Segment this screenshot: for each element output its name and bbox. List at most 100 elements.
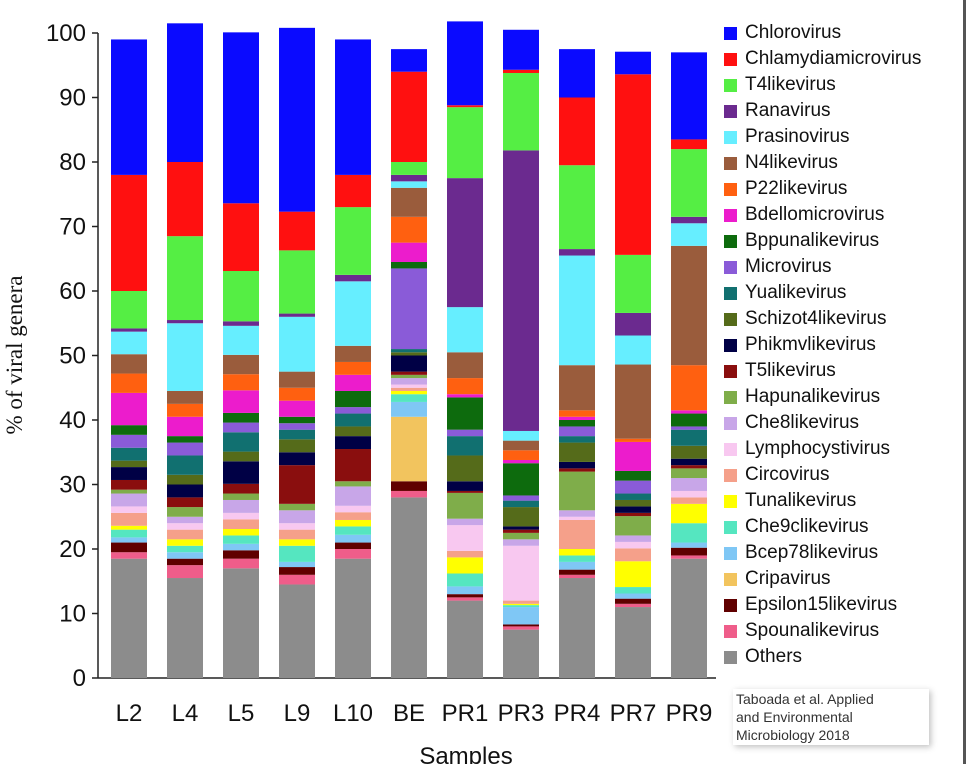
legend-swatch	[724, 520, 737, 534]
legend-swatch	[724, 156, 737, 170]
bar-segment-epsilon15likevirus	[111, 542, 147, 553]
bar-segment-bdellomicrovirus	[503, 459, 539, 464]
bar-segment-t5likevirus	[223, 483, 259, 494]
citation-line-1: Taboada et al. Applied	[736, 691, 874, 707]
legend-swatch	[724, 624, 737, 638]
legend: Chlorovirus Chlamydiamicrovirus T4likeviru…	[724, 20, 921, 670]
bar-segment-bdellomicrovirus	[335, 374, 371, 391]
bar-segment-t4likevirus	[335, 207, 371, 275]
bar-segment-spounalikevirus	[111, 552, 147, 559]
bar-segment-others	[391, 497, 427, 678]
bar-segment-schizot4likevirus	[559, 442, 595, 462]
bar-segment-chlamydiamicrovirus	[167, 162, 203, 237]
bar-segment-che9clikevirus	[615, 587, 651, 594]
bar-segment-che8likevirus	[559, 510, 595, 517]
bar-segment-epsilon15likevirus	[503, 624, 539, 627]
legend-item: Epsilon15likevirus	[724, 592, 921, 618]
bar-segment-schizot4likevirus	[615, 499, 651, 507]
legend-item: Lymphocystivirus	[724, 436, 921, 462]
bar-segment-hapunalikevirus	[671, 468, 707, 479]
bar-segment-phikmvlikevirus	[335, 436, 371, 450]
bar-segment-lymphocystivirus	[671, 490, 707, 498]
citation-note: Taboada et al. Applied and Environmental…	[733, 689, 929, 745]
bar-segment-yualikevirus	[391, 349, 427, 353]
bar-segment-t5likevirus	[335, 449, 371, 482]
bar-segment-others	[671, 558, 707, 678]
bar-segment-che9clikevirus	[111, 529, 147, 538]
bar-segment-circovirus	[223, 519, 259, 530]
x-tick-label: L2	[116, 700, 143, 727]
legend-swatch	[724, 26, 737, 40]
bar-segment-lymphocystivirus	[615, 541, 651, 549]
y-tick-label: 0	[73, 665, 86, 692]
bar-segment-prasinovirus	[671, 223, 707, 246]
bar-segment-epsilon15likevirus	[391, 481, 427, 491]
bar-segment-n4likevirus	[447, 352, 483, 379]
bar-segment-t4likevirus	[559, 165, 595, 250]
bar-segment-phikmvlikevirus	[671, 458, 707, 466]
bar-segment-bppunalikevirus	[167, 436, 203, 443]
bar-segment-bppunalikevirus	[447, 397, 483, 430]
legend-swatch	[724, 260, 737, 274]
bar-segment-others	[615, 607, 651, 678]
window-edge	[963, 0, 966, 764]
bar-segment-epsilon15likevirus	[335, 542, 371, 549]
bar-segment-t5likevirus	[559, 468, 595, 472]
legend-swatch	[724, 442, 737, 456]
y-tick-label: 80	[59, 149, 86, 176]
bar-segment-others	[503, 629, 539, 678]
bar-segment-bcep78likevirus	[335, 534, 371, 543]
bar-segment-bppunalikevirus	[223, 412, 259, 423]
bar-segment-lymphocystivirus	[447, 525, 483, 551]
bar-segment-ranavirus	[391, 174, 427, 182]
bar-segment-bppunalikevirus	[111, 425, 147, 435]
legend-label: Yualikevirus	[745, 282, 847, 303]
bar-segment-phikmvlikevirus	[391, 355, 427, 372]
bar-segment-t4likevirus	[391, 162, 427, 175]
bar-segment-phikmvlikevirus	[223, 461, 259, 484]
bar-segment-cripavirus	[391, 416, 427, 482]
bar-segment-bdellomicrovirus	[167, 416, 203, 437]
y-tick-label: 50	[59, 343, 86, 370]
bar-segment-chlorovirus	[335, 39, 371, 175]
legend-label: Che9clikevirus	[745, 516, 869, 537]
bar-segment-tunalikevirus	[167, 539, 203, 546]
bar-segment-n4likevirus	[223, 354, 259, 375]
legend-label: Lymphocystivirus	[745, 438, 891, 459]
bar-segment-epsilon15likevirus	[223, 550, 259, 559]
y-tick-label: 100	[46, 20, 86, 47]
legend-item: T4likevirus	[724, 72, 921, 98]
bar-segment-prasinovirus	[111, 331, 147, 355]
bar-segment-chlorovirus	[111, 39, 147, 175]
bar-segment-t4likevirus	[615, 254, 651, 313]
legend-item: Chlamydiamicrovirus	[724, 46, 921, 72]
bar-segment-chlorovirus	[559, 49, 595, 98]
bar-segment-chlamydiamicrovirus	[447, 105, 483, 108]
bar-segment-chlamydiamicrovirus	[503, 69, 539, 73]
bar-segment-ranavirus	[503, 150, 539, 431]
bar-segment-prasinovirus	[391, 181, 427, 188]
bar-segment-others	[111, 558, 147, 678]
bar-segment-ranavirus	[167, 320, 203, 324]
bar-segment-bdellomicrovirus	[671, 410, 707, 414]
x-tick-label: L9	[284, 700, 311, 727]
bar-segment-chlamydiamicrovirus	[279, 211, 315, 251]
legend-label: Spounalikevirus	[745, 620, 880, 641]
bar-segment-che9clikevirus	[223, 535, 259, 544]
plot-area: 0 10 20 30 40 50 60 70 80 90 100 L2 L4 L5 L9 L10 BE PR1 PR…	[46, 20, 716, 727]
bar-segment-t5likevirus	[167, 497, 203, 508]
bar-segment-microvirus	[671, 426, 707, 430]
bar-segment-bcep78likevirus	[447, 586, 483, 595]
bar-segment-yualikevirus	[447, 436, 483, 456]
bar-segment-che9clikevirus	[335, 526, 371, 535]
legend-item: Chlorovirus	[724, 20, 921, 46]
bar-segment-ranavirus	[671, 216, 707, 224]
bar-segment-circovirus	[503, 600, 539, 604]
bar-segment-ranavirus	[279, 313, 315, 317]
bar-segment-hapunalikevirus	[279, 503, 315, 511]
legend-swatch	[724, 104, 737, 118]
legend-item: Bcep78likevirus	[724, 540, 921, 566]
legend-label: Phikmvlikevirus	[745, 334, 876, 355]
bar-segment-lymphocystivirus	[167, 523, 203, 530]
x-tick-label: L5	[228, 700, 255, 727]
